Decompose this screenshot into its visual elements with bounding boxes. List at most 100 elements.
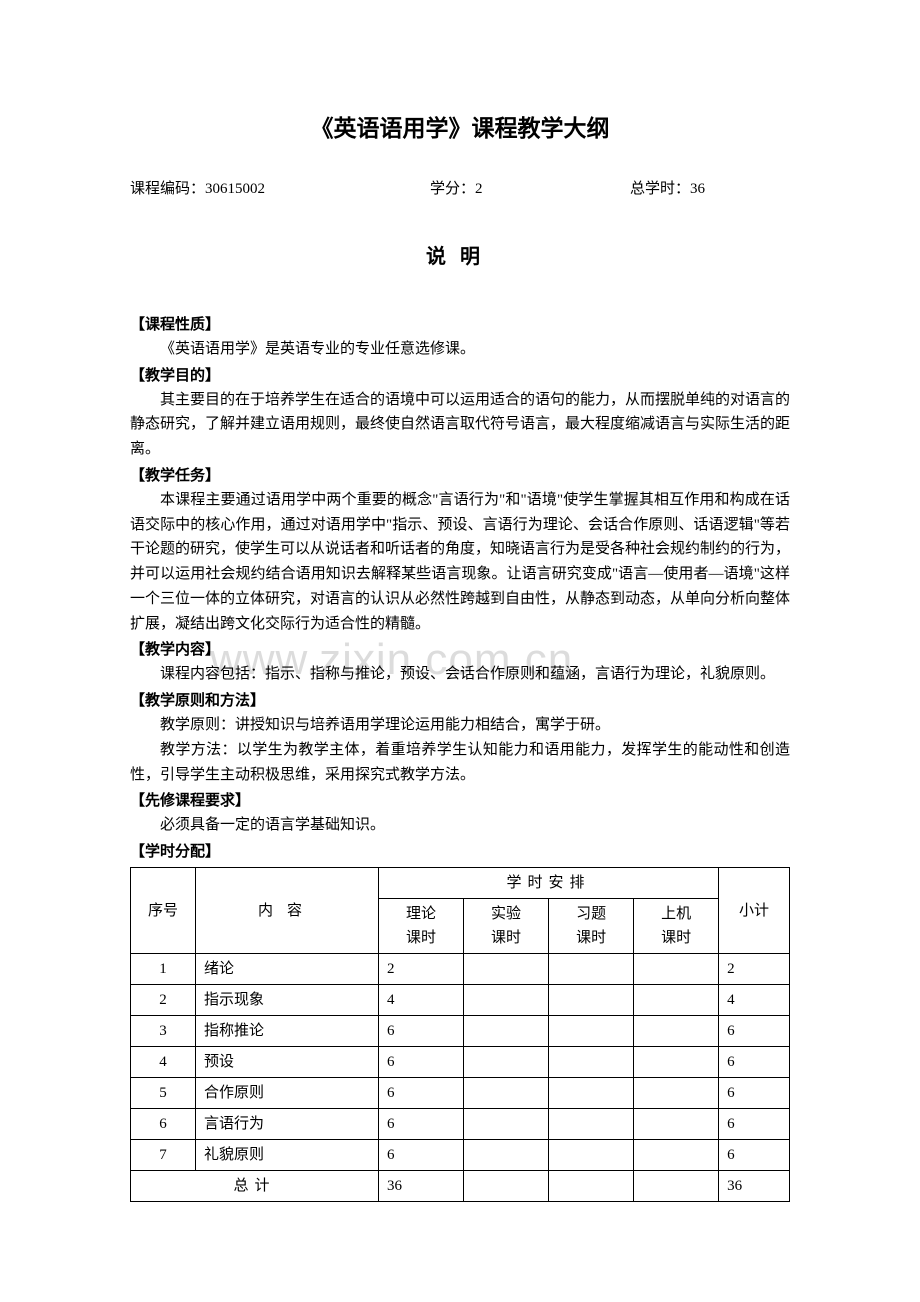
td-total-pc [634,1171,719,1202]
credit-value: 2 [475,181,483,197]
section-paragraph: 必须具备一定的语言学基础知识。 [130,813,790,838]
hours-label: 总学时： [630,181,690,197]
table-row: 6言语行为66 [131,1109,790,1140]
code-label: 课程编码： [130,181,205,197]
meta-info-row: 课程编码：30615002 学分：2 总学时：36 [130,177,790,201]
td-ex [549,1047,634,1078]
hours-value: 36 [690,181,705,197]
th-theory-text: 理论课时 [406,906,436,946]
table-row: 3指称推论66 [131,1016,790,1047]
section-heading: 【教学原则和方法】 [130,689,790,713]
td-ex [549,954,634,985]
td-content: 礼貌原则 [195,1140,378,1171]
td-pc [634,1140,719,1171]
td-total: 6 [719,1078,790,1109]
section-paragraph: 本课程主要通过语用学中两个重要的概念"言语行为"和"语境"使学生掌握其相互作用和… [130,488,790,637]
td-seq: 5 [131,1078,196,1109]
td-total-theory: 36 [379,1171,464,1202]
td-seq: 6 [131,1109,196,1140]
th-theory: 理论课时 [379,899,464,954]
th-seq: 序号 [131,868,196,954]
th-subtotal: 小计 [719,868,790,954]
td-exp [464,954,549,985]
td-exp [464,1016,549,1047]
td-exp [464,1078,549,1109]
td-content: 绪论 [195,954,378,985]
td-total: 4 [719,985,790,1016]
td-theory: 6 [379,1047,464,1078]
th-ex: 习题课时 [549,899,634,954]
section-title: 说明 [130,241,790,273]
section-heading: 【学时分配】 [130,840,790,864]
td-theory: 6 [379,1016,464,1047]
section-paragraph: 课程内容包括：指示、指称与推论，预设、会话合作原则和蕴涵，言语行为理论，礼貌原则… [130,662,790,687]
section-paragraph: 教学原则：讲授知识与培养语用学理论运用能力相结合，寓学于研。 [130,713,790,738]
document-title: 《英语语用学》课程教学大纲 [130,110,790,147]
td-pc [634,1047,719,1078]
table-row: 1绪论22 [131,954,790,985]
td-ex [549,1109,634,1140]
td-pc [634,985,719,1016]
course-credit: 学分：2 [430,177,630,201]
td-ex [549,1016,634,1047]
td-exp [464,1047,549,1078]
td-content: 指称推论 [195,1016,378,1047]
course-hours: 总学时：36 [630,177,790,201]
th-exp-text: 实验课时 [491,906,521,946]
section-paragraph: 教学方法：以学生为教学主体，着重培养学生认知能力和语用能力，发挥学生的能动性和创… [130,738,790,788]
td-content: 预设 [195,1047,378,1078]
document-content: 《英语语用学》课程教学大纲 课程编码：30615002 学分：2 总学时：36 … [130,110,790,1202]
td-total: 6 [719,1109,790,1140]
td-theory: 2 [379,954,464,985]
td-pc [634,954,719,985]
td-total: 6 [719,1140,790,1171]
table-row: 5合作原则66 [131,1078,790,1109]
section-paragraph: 其主要目的在于培养学生在适合的语境中可以运用适合的语句的能力，从而摆脱单纯的对语… [130,388,790,462]
th-content: 内容 [195,868,378,954]
credit-label: 学分： [430,181,475,197]
td-exp [464,1109,549,1140]
table-header-row-1: 序号 内容 学时安排 小计 [131,868,790,899]
td-pc [634,1078,719,1109]
td-content: 言语行为 [195,1109,378,1140]
td-total: 2 [719,954,790,985]
td-total: 6 [719,1047,790,1078]
section-heading: 【教学任务】 [130,464,790,488]
td-total-label: 总计 [131,1171,379,1202]
td-exp [464,985,549,1016]
section-heading: 【教学目的】 [130,364,790,388]
section-paragraph: 《英语语用学》是英语专业的专业任意选修课。 [130,337,790,362]
sections-container: 【课程性质】《英语语用学》是英语专业的专业任意选修课。【教学目的】其主要目的在于… [130,313,790,864]
td-content: 指示现象 [195,985,378,1016]
table-footer-row: 总计 36 36 [131,1171,790,1202]
td-exp [464,1140,549,1171]
td-total-ex [549,1171,634,1202]
section-heading: 【先修课程要求】 [130,789,790,813]
td-seq: 2 [131,985,196,1016]
table-row: 7礼貌原则66 [131,1140,790,1171]
td-seq: 4 [131,1047,196,1078]
th-pc-text: 上机课时 [661,906,691,946]
td-pc [634,1016,719,1047]
td-content: 合作原则 [195,1078,378,1109]
td-ex [549,985,634,1016]
td-theory: 4 [379,985,464,1016]
td-seq: 7 [131,1140,196,1171]
th-pc: 上机课时 [634,899,719,954]
section-heading: 【课程性质】 [130,313,790,337]
td-ex [549,1078,634,1109]
td-ex [549,1140,634,1171]
td-total-total: 36 [719,1171,790,1202]
td-seq: 1 [131,954,196,985]
table-row: 4预设66 [131,1047,790,1078]
th-exp: 实验课时 [464,899,549,954]
td-seq: 3 [131,1016,196,1047]
th-ex-text: 习题课时 [576,906,606,946]
code-value: 30615002 [205,181,265,197]
course-code: 课程编码：30615002 [130,177,430,201]
td-theory: 6 [379,1078,464,1109]
td-pc [634,1109,719,1140]
th-schedule: 学时安排 [379,868,719,899]
section-heading: 【教学内容】 [130,638,790,662]
td-total: 6 [719,1016,790,1047]
